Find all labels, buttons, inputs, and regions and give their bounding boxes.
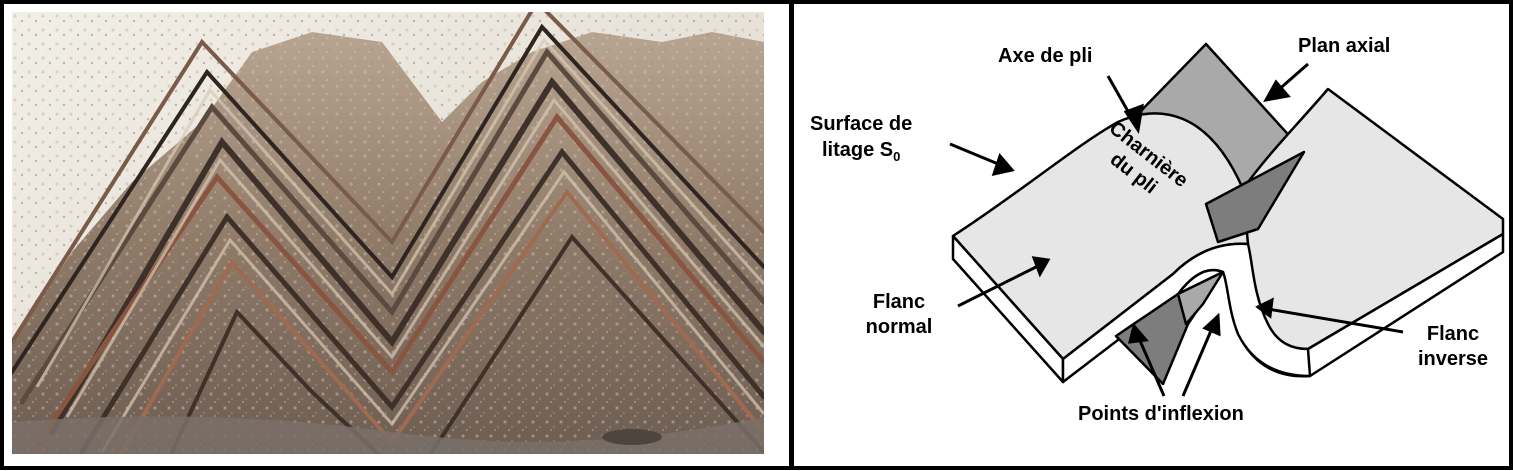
- fold-diagram: Axe de pli Plan axial Surface de litage …: [798, 4, 1509, 466]
- axial-plane-lower: [1204, 150, 1306, 244]
- folded-rock-illustration: [12, 12, 764, 454]
- bedding-surface-label-line1: Surface de: [810, 113, 913, 135]
- panel-divider: [789, 0, 794, 470]
- axial-plane-label: Plan axial: [1298, 35, 1391, 57]
- folded-rock-photo: [12, 12, 764, 454]
- normal-limb-label: Flanc normal: [865, 291, 933, 338]
- fold-block-diagram: [949, 42, 1505, 397]
- inflection-points-label: Points d'inflexion: [1078, 403, 1244, 425]
- inverse-limb-label: Flanc inverse: [1417, 323, 1489, 370]
- bedding-surface-label-line2: litage S0: [822, 139, 901, 164]
- fold-axis-label: Axe de pli: [998, 45, 1093, 67]
